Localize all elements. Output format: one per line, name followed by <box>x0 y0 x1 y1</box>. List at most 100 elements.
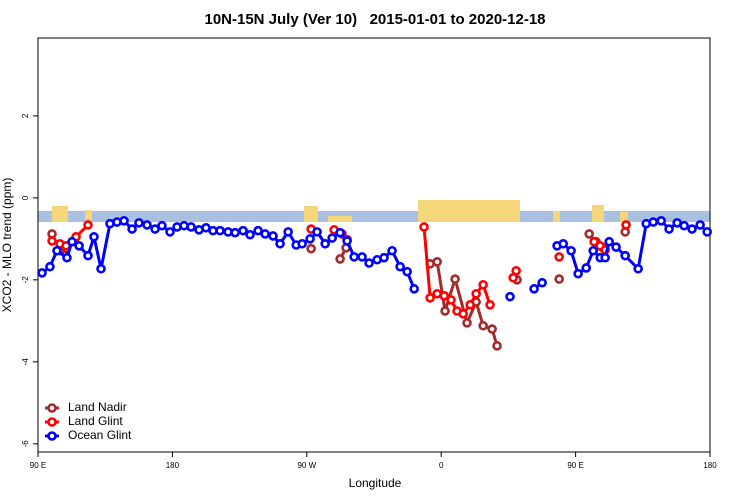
point <box>260 229 270 239</box>
point <box>47 236 57 246</box>
point <box>471 288 481 299</box>
land-patch <box>418 200 520 222</box>
point <box>52 245 62 256</box>
x-tick-label: 90 E <box>567 461 583 470</box>
point <box>439 291 449 301</box>
point <box>529 284 539 294</box>
point <box>327 233 337 243</box>
point <box>395 261 405 272</box>
ocean-strip <box>38 211 710 222</box>
point <box>283 227 293 237</box>
point <box>465 300 475 310</box>
point <box>620 250 630 261</box>
point <box>349 252 359 262</box>
point <box>305 234 315 244</box>
point <box>245 229 255 240</box>
point <box>656 216 666 226</box>
land-patch <box>85 210 92 222</box>
point <box>268 231 278 241</box>
point <box>537 277 547 288</box>
point <box>648 217 659 227</box>
point <box>664 224 674 234</box>
point <box>238 225 248 236</box>
x-tick-label: 0 <box>439 461 444 470</box>
point <box>253 225 263 236</box>
point <box>566 245 576 256</box>
point <box>67 236 77 247</box>
point <box>554 274 564 284</box>
y-tick-label: -4 <box>21 358 30 366</box>
point <box>335 227 345 238</box>
point <box>157 220 167 231</box>
x-tick-label: 90 W <box>297 461 316 470</box>
point <box>511 266 521 276</box>
point <box>342 236 352 246</box>
point <box>446 295 456 305</box>
point <box>695 220 705 230</box>
legend-marker <box>47 431 57 441</box>
point <box>387 245 397 256</box>
point <box>357 252 367 262</box>
land-patch <box>592 205 604 222</box>
point <box>440 306 450 316</box>
series-line <box>52 225 626 314</box>
point <box>573 268 583 279</box>
point <box>581 263 592 273</box>
y-tick-label: 0 <box>21 195 30 200</box>
point <box>83 220 93 230</box>
point <box>134 218 144 228</box>
map-strip <box>38 200 710 222</box>
legend-marker <box>47 403 57 413</box>
point <box>409 284 419 294</box>
point <box>621 220 631 230</box>
point <box>505 291 515 302</box>
point <box>487 324 497 334</box>
point <box>215 225 225 236</box>
point <box>119 216 129 226</box>
point <box>558 238 569 249</box>
point <box>458 309 468 319</box>
legend-marker <box>47 417 57 427</box>
point <box>379 252 389 263</box>
point <box>679 220 689 231</box>
chart-title: 10N-15N July (Ver 10) 2015-01-01 to 2020… <box>204 11 545 28</box>
x-tick-label: 90 E <box>30 461 46 470</box>
x-axis-label: Longitude <box>349 476 402 490</box>
point <box>450 274 460 284</box>
point <box>335 254 345 264</box>
series-line <box>52 232 625 346</box>
point <box>364 258 374 268</box>
point <box>633 263 643 274</box>
x-tick-label: 180 <box>703 461 717 470</box>
point <box>588 245 599 256</box>
y-tick-label: -6 <box>21 440 30 448</box>
point <box>275 238 285 249</box>
point <box>425 293 435 303</box>
point <box>74 241 84 251</box>
point <box>600 252 610 263</box>
point <box>687 224 697 234</box>
point <box>492 341 502 351</box>
land-patch <box>52 206 68 222</box>
point <box>611 242 621 252</box>
y-axis-label: XCO2 - MLO trend (ppm) <box>0 178 14 313</box>
point <box>432 257 442 267</box>
point <box>89 232 99 242</box>
point <box>478 320 488 331</box>
point <box>320 238 330 249</box>
point <box>186 222 196 232</box>
point <box>584 229 594 239</box>
point <box>554 252 564 262</box>
land-patch <box>620 212 628 222</box>
point <box>45 261 55 272</box>
point <box>306 243 316 254</box>
land-patch <box>328 216 352 222</box>
point <box>165 227 175 237</box>
point <box>62 252 72 263</box>
land-patch <box>553 211 560 222</box>
point <box>230 227 240 238</box>
point <box>402 266 412 277</box>
point <box>96 263 106 274</box>
